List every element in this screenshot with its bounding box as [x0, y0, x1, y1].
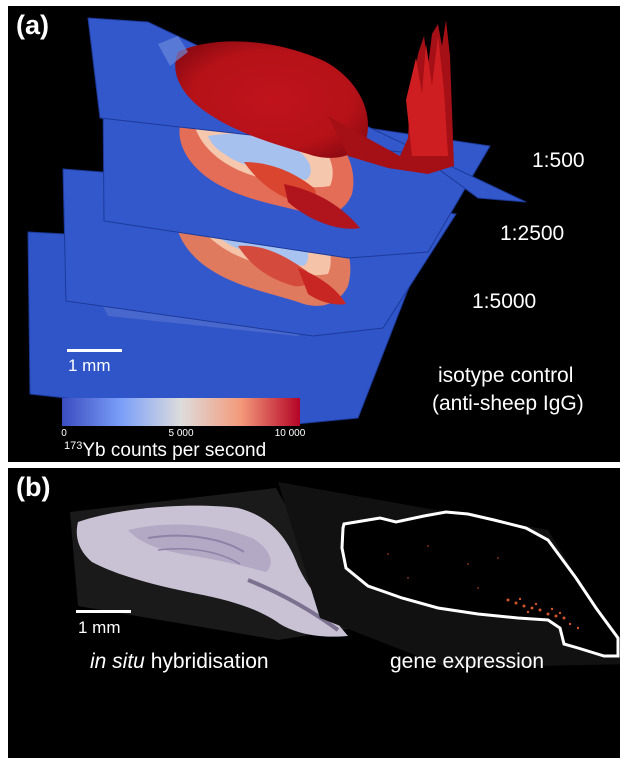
- stacked-heatmap-slices: [27, 17, 527, 426]
- colorbar-tick-0: 0: [61, 428, 67, 439]
- colorbar-gradient: [62, 398, 300, 426]
- dilution-label-3: 1:5000: [472, 290, 537, 313]
- panel-b: (b) 1 mm in situ hybridisation gene expr…: [8, 468, 620, 758]
- colorbar: [62, 398, 300, 426]
- scattered-signal: [387, 545, 499, 589]
- colorbar-unit-text: Yb counts per second: [82, 440, 267, 461]
- expression-signal: [506, 597, 580, 630]
- scale-text-a: 1 mm: [68, 356, 111, 375]
- ish-caption-italic: in situ: [90, 650, 145, 673]
- panel-b-label: (b): [16, 472, 51, 502]
- slice-dilution-1: [87, 17, 527, 203]
- panel-a-label: (a): [16, 10, 49, 40]
- gene-expression-caption: gene expression: [390, 650, 545, 673]
- ish-tissue-image: [70, 488, 354, 640]
- dilution-label-1: 1:500: [532, 149, 585, 172]
- colorbar-tick-2: 10 000: [274, 428, 306, 439]
- isotype-control-sublabel: (anti-sheep IgG): [432, 392, 584, 415]
- gene-expression-image: [278, 482, 620, 668]
- ish-caption-rest: hybridisation: [144, 650, 269, 673]
- scale-bar-b: [76, 610, 131, 613]
- isotope-mass: 173: [64, 440, 83, 452]
- colorbar-unit-label: 173Yb counts per second: [64, 440, 266, 462]
- panel-b-images: [70, 482, 620, 668]
- dilution-label-2: 1:2500: [500, 222, 565, 245]
- ish-caption: in situ hybridisation: [90, 650, 269, 674]
- colorbar-tick-1: 5 000: [168, 428, 194, 439]
- scale-text-b: 1 mm: [78, 618, 121, 637]
- scale-bar-a: [67, 349, 122, 352]
- panel-a: (a) 1:500 1:2500 1:5000 1 mm isotype con…: [8, 6, 620, 462]
- isotype-control-label: isotype control: [438, 364, 574, 387]
